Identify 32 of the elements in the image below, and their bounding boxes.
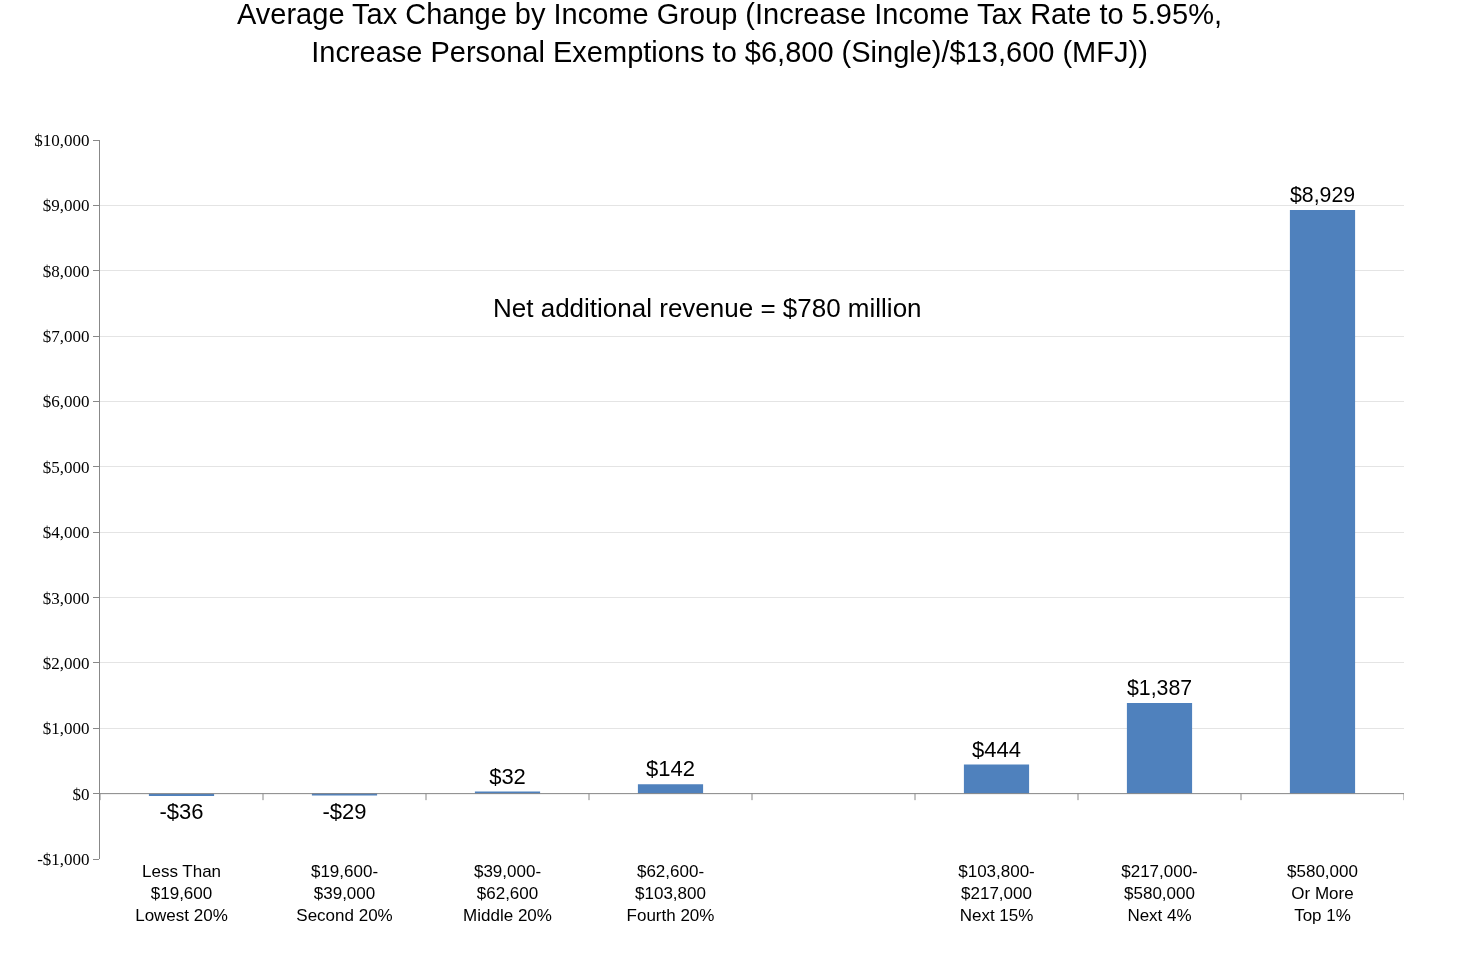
y-tick-label: $8,000 xyxy=(42,261,90,281)
y-tick-label: $6,000 xyxy=(42,392,90,412)
data-label: $32 xyxy=(489,763,526,789)
x-tick-label: $39,000- $62,600 Middle 20% xyxy=(463,862,552,926)
x-tick-label: Less Than $19,600 Lowest 20% xyxy=(135,862,228,926)
y-tick-label: $2,000 xyxy=(42,653,90,673)
y-tick-label: $5,000 xyxy=(42,457,90,477)
data-label: $1,387 xyxy=(1126,676,1193,701)
data-label: -$29 xyxy=(322,798,367,824)
data-label: $8,929 xyxy=(1289,183,1356,208)
data-label: $444 xyxy=(972,736,1021,762)
y-tick-label: $7,000 xyxy=(42,327,90,347)
bar xyxy=(1126,702,1193,794)
bar xyxy=(963,764,1030,794)
chart-title: Average Tax Change by Income Group (Increase Income Tax Rate to 5.95%, Increase Personal Exemptions to $6,800 (Single)/$13,600 (MFJ)) xyxy=(237,0,1222,68)
y-tick-label: $4,000 xyxy=(42,523,90,543)
y-tick-label: $10,000 xyxy=(34,130,90,150)
bar xyxy=(637,784,704,794)
x-tick-label: $103,800- $217,000 Next 15% xyxy=(958,862,1035,926)
y-tick-label: -$1,000 xyxy=(37,849,90,869)
x-tick-label: $19,600- $39,000 Second 20% xyxy=(296,862,393,926)
annotation: Net additional revenue = $780 million xyxy=(493,293,922,323)
x-tick-label: $62,600- $103,800 Fourth 20% xyxy=(626,862,715,926)
y-tick-label: $0 xyxy=(72,784,90,804)
data-label: $142 xyxy=(646,756,695,782)
y-tick-label: $9,000 xyxy=(42,196,90,216)
data-label: -$36 xyxy=(159,798,204,824)
y-tick-label: $1,000 xyxy=(42,719,90,739)
x-tick-label: $217,000- $580,000 Next 4% xyxy=(1121,862,1198,926)
bar xyxy=(1289,210,1356,794)
y-tick-label: $3,000 xyxy=(42,588,90,608)
x-tick-label: $580,000 Or More Top 1% xyxy=(1287,862,1358,926)
